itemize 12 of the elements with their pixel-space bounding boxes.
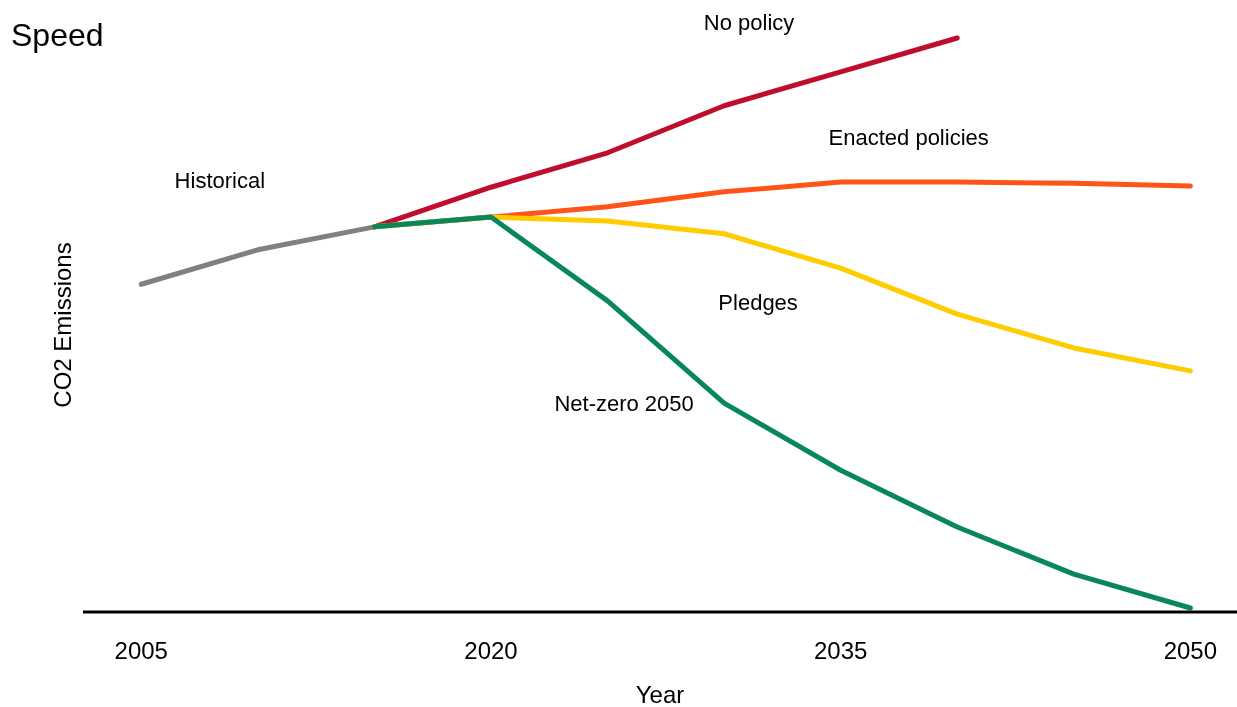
text: No policy: [703, 10, 795, 36]
text: Historical: [174, 168, 266, 194]
chart-title: Speed: [11, 17, 104, 53]
x-axis-title: Year: [635, 681, 685, 707]
series-label: Pledges: [718, 290, 798, 316]
y-axis-title: CO2 Emissions: [49, 242, 77, 408]
x-tick-label: 2005: [114, 637, 168, 665]
x-tick-label: 2020: [464, 637, 518, 665]
x-tick-label: 2050: [1163, 637, 1218, 665]
series-label: Net-zero 2050: [554, 390, 694, 416]
series-label: Enacted policies: [828, 124, 989, 150]
x-tick-label: 2035: [813, 637, 868, 665]
